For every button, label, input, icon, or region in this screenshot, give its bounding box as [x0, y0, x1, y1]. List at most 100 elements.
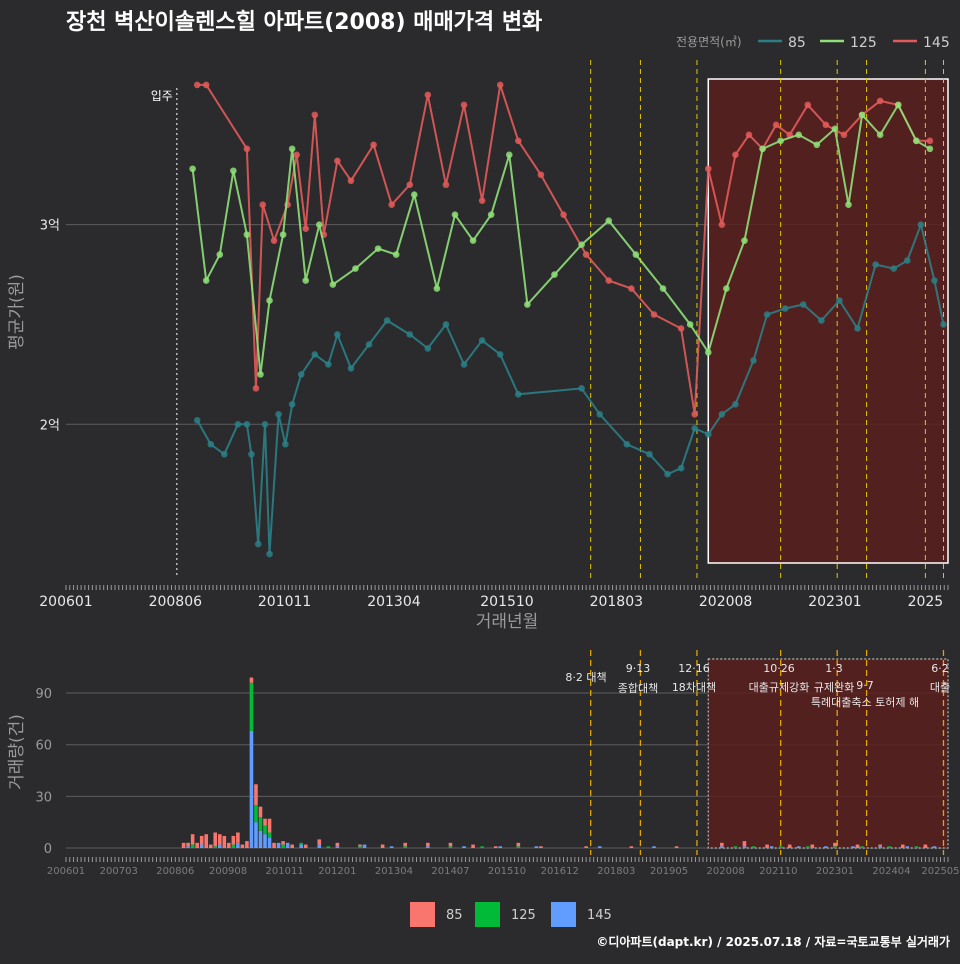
data-point-85: [718, 411, 726, 418]
data-point-85: [496, 351, 504, 358]
y-tick-label: 2억: [40, 418, 60, 433]
policy-date: 1·3: [825, 662, 843, 675]
bar-85: [222, 835, 227, 848]
bar-145: [742, 846, 747, 848]
data-point-85: [836, 297, 843, 304]
bar-legend-swatch-125: [475, 902, 500, 927]
data-point-125: [469, 237, 477, 244]
data-point-85: [478, 337, 486, 344]
data-point-125: [451, 211, 459, 218]
data-point-125: [302, 277, 310, 284]
bar-legend-label-145: 145: [587, 908, 612, 923]
data-point-125: [505, 151, 513, 159]
bar-y-tick-label: 60: [35, 739, 52, 754]
policy-label: 규제완화: [814, 681, 854, 694]
data-point-85: [243, 420, 251, 428]
x-tick-label: 200601: [39, 594, 92, 610]
bar-145: [276, 842, 281, 848]
policy-label: 대출: [930, 681, 950, 694]
data-point-145: [442, 181, 450, 189]
bar-85: [787, 844, 792, 848]
bar-125: [190, 844, 195, 848]
data-point-125: [795, 131, 803, 139]
data-point-85: [646, 450, 653, 458]
data-point-85: [872, 261, 879, 268]
bar-125: [751, 846, 756, 848]
data-point-85: [365, 341, 373, 348]
bar-85: [263, 818, 267, 826]
bar-85: [290, 844, 294, 848]
bar-125: [258, 817, 263, 831]
bar-x-tick-label: 201407: [431, 866, 469, 877]
policy-date: 6·2: [931, 662, 949, 675]
data-point-145: [293, 151, 300, 159]
bar-145: [534, 846, 539, 848]
bar-125: [299, 842, 303, 845]
data-point-125: [410, 191, 418, 199]
bar-85: [629, 846, 634, 848]
bar-highlight-box: [707, 658, 949, 849]
bar-125: [281, 844, 285, 848]
bar-85: [254, 784, 258, 805]
bar-145: [769, 846, 774, 848]
policy-date: 10·26: [763, 662, 795, 675]
bar-85: [426, 842, 430, 847]
policy-date: 9·7: [856, 679, 874, 692]
bar-85: [380, 844, 385, 848]
data-point-85: [750, 357, 757, 364]
bar-85: [810, 844, 815, 848]
data-point-125: [659, 285, 667, 292]
bar-85: [493, 846, 498, 848]
bar-x-tick-label: 201201: [318, 866, 356, 877]
bar-145: [254, 822, 258, 848]
data-point-125: [858, 111, 866, 119]
bar-145: [905, 846, 910, 848]
bar-y-tick-label: 30: [35, 790, 52, 805]
bar-85: [272, 842, 276, 848]
data-point-125: [551, 271, 558, 278]
data-point-85: [234, 420, 242, 428]
bar-85: [833, 842, 837, 847]
data-point-85: [221, 450, 228, 458]
data-point-85: [931, 277, 938, 284]
bar-125: [805, 846, 810, 848]
data-point-85: [288, 401, 296, 408]
bar-85: [190, 834, 195, 845]
bar-legend-swatch-85: [410, 902, 435, 927]
data-point-125: [813, 141, 821, 149]
data-point-145: [515, 137, 522, 145]
data-point-125: [845, 201, 852, 209]
data-point-125: [894, 101, 902, 109]
data-point-145: [732, 151, 739, 159]
bar-85: [855, 844, 860, 848]
data-point-125: [926, 145, 934, 153]
data-point-125: [216, 251, 224, 258]
data-point-85: [940, 321, 947, 328]
bar-145: [851, 846, 855, 848]
bar-145: [186, 846, 190, 848]
x-tick-label: 201803: [590, 594, 643, 610]
y-axis-title: 평균가(원): [7, 274, 27, 350]
page-title: 장천 벽산이솔렌스힐 아파트(2008) 매매가격 변화: [66, 10, 543, 35]
data-point-85: [596, 411, 604, 418]
bar-x-tick-label: 202301: [816, 866, 854, 877]
data-point-125: [524, 301, 531, 308]
data-point-145: [496, 81, 504, 89]
data-point-85: [275, 411, 282, 418]
bar-y-axis-title: 거래량(건): [7, 714, 27, 790]
bar-145: [335, 846, 340, 848]
bar-125: [403, 846, 408, 848]
bar-85: [249, 677, 254, 683]
data-point-145: [193, 81, 201, 89]
bar-145: [824, 846, 828, 848]
data-point-125: [632, 251, 640, 258]
data-point-85: [254, 540, 262, 548]
bar-145: [932, 846, 937, 848]
data-point-85: [406, 331, 414, 338]
bar-x-tick-label: 200601: [47, 866, 85, 877]
data-point-145: [243, 145, 251, 153]
bar-145: [258, 830, 263, 848]
bar-85: [199, 835, 204, 845]
bar-145: [652, 846, 656, 848]
bar-85: [403, 842, 408, 847]
